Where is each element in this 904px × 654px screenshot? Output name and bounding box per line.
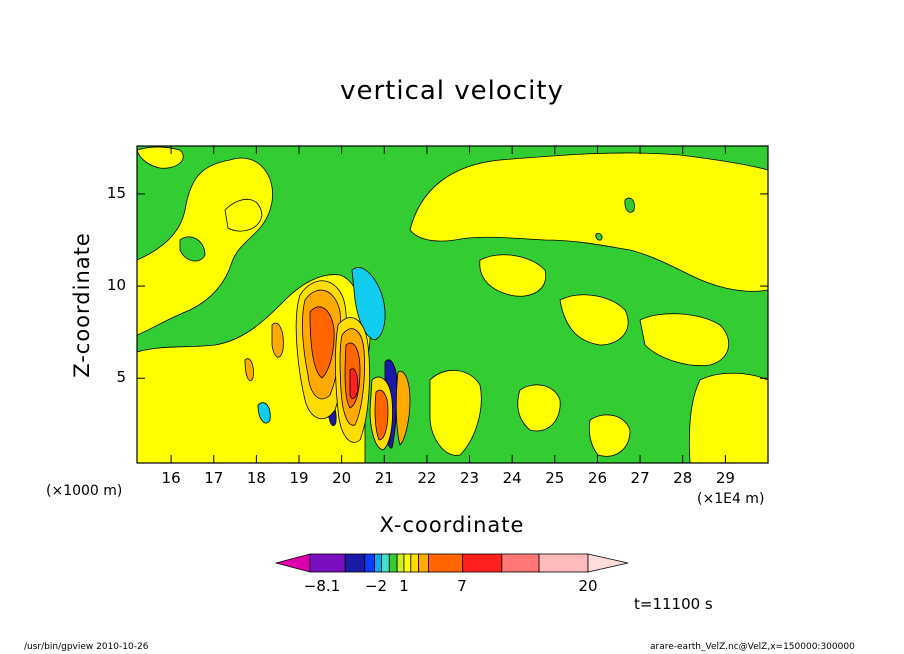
x-axis-unit-right: (×1E4 m): [697, 491, 765, 507]
colorbar-segment: [388, 553, 398, 573]
x-tick-label: 26: [587, 469, 607, 487]
x-tick-label: 28: [673, 469, 693, 487]
time-label: t=11100 s: [634, 595, 713, 613]
x-tick-label: 20: [332, 469, 352, 487]
colorbar-label: 7: [457, 577, 467, 595]
colorbar-segment: [538, 553, 589, 573]
yellow-region: [639, 313, 730, 366]
x-tick-label: 18: [246, 469, 266, 487]
green-island: [179, 236, 206, 262]
y-tick-label: 10: [106, 276, 126, 295]
yellow-region: [479, 254, 547, 297]
orange-contour: [374, 389, 389, 441]
colorbar-label: 1: [399, 577, 409, 595]
yellow-region: [588, 414, 631, 457]
colorbar-segment: [374, 553, 382, 573]
colorbar: [274, 553, 629, 573]
colorbar-low-arrow: [274, 553, 311, 573]
yellow-region: [409, 152, 768, 292]
contour-field: [137, 146, 768, 463]
plot-frame: [136, 145, 769, 464]
cyan-region: [257, 402, 271, 424]
x-tick-label: 23: [460, 469, 480, 487]
red-core: [349, 368, 359, 399]
x-axis-ticks: [170, 146, 726, 463]
colorbar-segment: [501, 553, 540, 573]
colorbar-segment: [410, 553, 420, 573]
x-tick-label: 17: [204, 469, 224, 487]
y-axis-label: Z-coordinate: [70, 232, 94, 378]
orange-contour: [309, 306, 335, 379]
green-island: [624, 197, 635, 213]
colorbar-label: −8.1: [303, 577, 341, 595]
x-tick-label: 22: [417, 469, 437, 487]
orange-contour: [271, 322, 284, 358]
orange-contour: [395, 370, 411, 446]
y-tick-label: 5: [116, 368, 126, 387]
y-axis-ticks: [137, 193, 768, 379]
colorbar-segment: [309, 553, 346, 573]
footer-command: /usr/bin/gpview 2010-10-26: [24, 642, 149, 652]
orange-contour: [244, 358, 254, 382]
colorbar-segment: [462, 553, 503, 573]
green-island: [595, 233, 603, 241]
footer-source: arare-earth_VelZ.nc@VelZ,x=150000:300000: [650, 642, 855, 652]
x-tick-label: 27: [630, 469, 650, 487]
colorbar-high-arrow: [587, 553, 629, 573]
colorbar-segment: [418, 553, 429, 573]
x-axis-label: X-coordinate: [379, 513, 525, 537]
x-tick-label: 24: [502, 469, 522, 487]
x-tick-label: 19: [289, 469, 309, 487]
colorbar-segment: [344, 553, 366, 573]
yellow-region: [429, 369, 482, 456]
yellow-region: [224, 198, 263, 232]
colorbar-label: 20: [578, 577, 598, 595]
yellow-region: [559, 294, 629, 346]
colorbar-segment: [403, 553, 412, 573]
colorbar-segment: [428, 553, 464, 573]
colorbar-segment: [381, 553, 390, 573]
chart-title: vertical velocity: [340, 76, 564, 106]
x-tick-label: 16: [161, 469, 181, 487]
colorbar-label: −2: [364, 577, 388, 595]
y-tick-label: 15: [106, 183, 126, 202]
colorbar-segment: [396, 553, 405, 573]
x-tick-label: 25: [545, 469, 565, 487]
x-axis-unit-left: (×1000 m): [46, 483, 123, 499]
yellow-region: [137, 146, 184, 169]
x-tick-label: 29: [715, 469, 735, 487]
colorbar-segment: [364, 553, 376, 573]
yellow-region: [688, 372, 768, 463]
cyan-region: [351, 267, 386, 341]
x-tick-label: 21: [374, 469, 394, 487]
yellow-region: [517, 384, 561, 432]
